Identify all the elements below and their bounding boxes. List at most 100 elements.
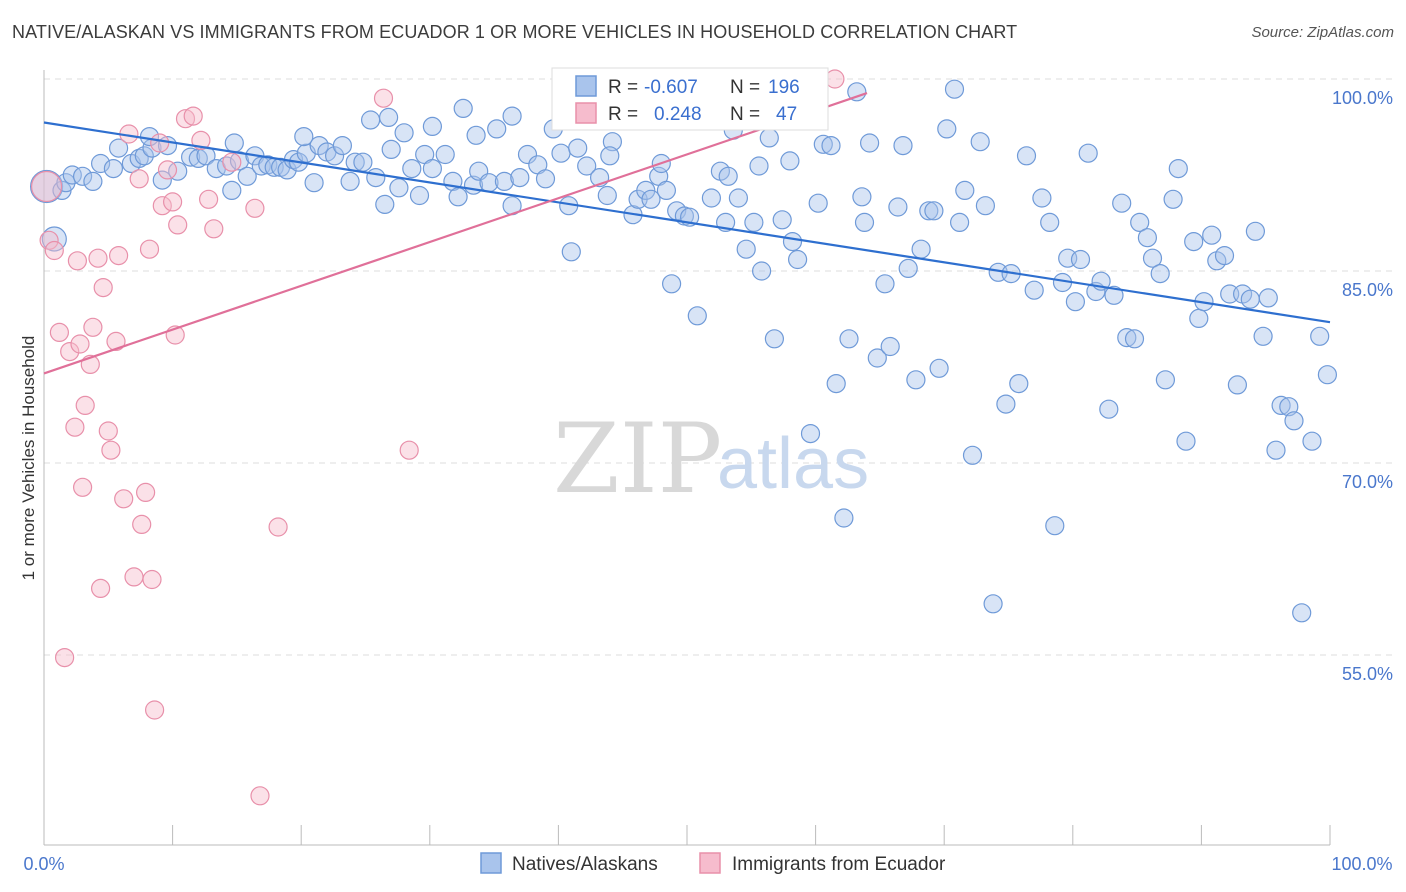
- source-credit: Source: ZipAtlas.com: [1251, 24, 1394, 41]
- natives-point: [701, 188, 722, 208]
- natives-point: [181, 147, 201, 167]
- natives-point: [996, 394, 1016, 414]
- natives-point: [852, 187, 872, 207]
- natives-point: [636, 180, 656, 200]
- natives-point: [641, 189, 661, 209]
- natives-point: [718, 166, 738, 186]
- natives-point: [41, 226, 67, 252]
- stats-r-value-pink: 0.248: [654, 104, 702, 125]
- natives-point: [134, 146, 154, 166]
- ecuador-point: [101, 440, 121, 460]
- natives-point: [1112, 193, 1132, 213]
- trendlines: [43, 92, 1331, 375]
- natives-point: [332, 136, 352, 156]
- natives-point: [309, 136, 329, 156]
- x-tick-label-min: 0.0%: [23, 854, 64, 874]
- natives-point: [888, 197, 908, 217]
- natives-point: [381, 139, 401, 159]
- natives-point: [1150, 264, 1170, 284]
- ecuador-point: [152, 196, 172, 216]
- ecuador-points: [30, 69, 845, 806]
- bottom-legend: Natives/Alaskans Immigrants from Ecuador: [480, 852, 946, 875]
- natives-point: [1016, 146, 1037, 166]
- natives-point: [409, 185, 430, 206]
- ecuador-point: [139, 239, 160, 259]
- natives-point: [759, 128, 779, 148]
- natives-point: [813, 134, 833, 154]
- natives-point: [847, 82, 867, 102]
- natives-point: [325, 146, 345, 166]
- natives-point: [782, 232, 803, 252]
- natives-point: [736, 239, 756, 259]
- watermark: ZIP atlas: [553, 403, 869, 515]
- natives-point: [728, 188, 749, 208]
- stats-n-value-pink: 47: [776, 104, 797, 125]
- legend-label-ecuador: Immigrants from Ecuador: [732, 854, 946, 875]
- ecuador-point: [150, 133, 170, 153]
- natives-point: [366, 168, 386, 188]
- natives-point: [1227, 375, 1248, 395]
- natives-point: [448, 187, 468, 207]
- natives-point: [661, 274, 682, 294]
- natives-point: [937, 119, 957, 139]
- ecuador-point: [183, 106, 203, 126]
- natives-point: [764, 329, 785, 349]
- natives-point: [826, 374, 846, 394]
- natives-point: [1279, 397, 1299, 417]
- stats-legend-box: [551, 67, 829, 131]
- ecuador-point: [39, 230, 59, 250]
- natives-point: [1202, 225, 1222, 245]
- natives-point: [353, 152, 373, 172]
- natives-point: [749, 156, 769, 176]
- natives-point: [970, 132, 990, 152]
- natives-point: [893, 136, 913, 156]
- natives-point: [394, 123, 414, 143]
- y-tick-label-70: 70.0%: [1342, 472, 1393, 492]
- y-tick-labels: 55.0% 70.0% 85.0% 100.0%: [1332, 88, 1393, 684]
- natives-point: [1130, 212, 1150, 232]
- ecuador-point: [199, 189, 219, 209]
- natives-point: [944, 79, 965, 99]
- natives-point: [83, 171, 103, 191]
- natives-point: [1104, 285, 1124, 305]
- natives-point: [1245, 221, 1266, 241]
- natives-point: [949, 212, 970, 232]
- natives-point: [924, 201, 944, 221]
- natives-point: [222, 180, 242, 200]
- natives-point: [1271, 395, 1291, 415]
- natives-point: [422, 116, 442, 137]
- natives-point: [103, 159, 124, 179]
- stats-r-label-blue: R =: [608, 77, 638, 98]
- natives-point: [466, 125, 486, 145]
- natives-point: [389, 178, 409, 198]
- ecuador-point: [49, 322, 70, 342]
- stats-swatch-blue: [575, 75, 597, 97]
- natives-point: [744, 212, 764, 232]
- natives-point: [517, 144, 538, 165]
- natives-point: [361, 110, 381, 130]
- natives-point: [1099, 399, 1119, 419]
- ecuador-point: [114, 489, 134, 509]
- natives-point: [402, 159, 422, 179]
- ecuador-point: [142, 569, 162, 590]
- ecuador-point: [175, 109, 196, 129]
- ecuador-point: [106, 331, 126, 351]
- natives-point: [1310, 326, 1330, 346]
- ecuador-trendline: [43, 92, 868, 375]
- natives-point: [800, 424, 821, 444]
- natives-point: [1124, 329, 1145, 349]
- natives-point: [1024, 280, 1044, 300]
- natives-point: [561, 242, 581, 262]
- ecuador-point: [163, 192, 183, 212]
- natives-point: [911, 239, 931, 259]
- natives-point: [834, 508, 854, 528]
- natives-point: [1253, 326, 1273, 346]
- natives-point: [1266, 440, 1286, 460]
- natives-point: [1317, 365, 1338, 385]
- natives-point: [1189, 308, 1209, 328]
- ecuador-point: [44, 240, 64, 261]
- natives-point: [90, 153, 111, 174]
- natives-point: [1032, 188, 1052, 208]
- ecuador-point: [132, 514, 152, 535]
- ecuador-point: [60, 342, 80, 362]
